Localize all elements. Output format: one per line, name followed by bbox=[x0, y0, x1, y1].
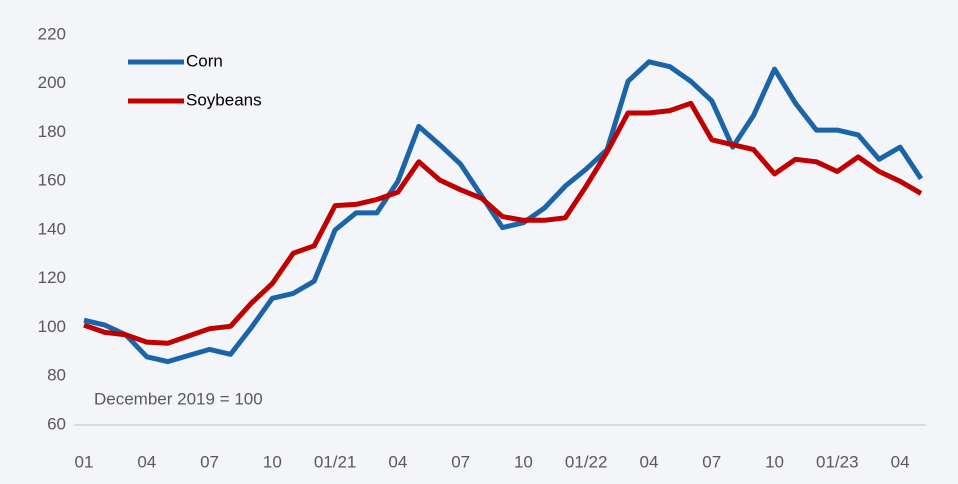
annotation: December 2019 = 100 bbox=[94, 389, 263, 408]
x-tick-label: 07 bbox=[451, 452, 470, 471]
x-tick-label: 10 bbox=[263, 452, 282, 471]
y-tick-label: 200 bbox=[38, 73, 66, 92]
x-tick-label: 04 bbox=[388, 452, 407, 471]
y-tick-label: 160 bbox=[38, 171, 66, 190]
y-tick-label: 100 bbox=[38, 317, 66, 336]
x-tick-label: 04 bbox=[640, 452, 659, 471]
x-tick-label: 04 bbox=[891, 452, 910, 471]
x-tick-label: 10 bbox=[514, 452, 533, 471]
y-tick-label: 180 bbox=[38, 122, 66, 141]
x-tick-label: 07 bbox=[702, 452, 721, 471]
x-tick-label: 01/23 bbox=[816, 452, 859, 471]
series-line bbox=[83, 100, 923, 346]
x-tick-label: 04 bbox=[137, 452, 156, 471]
series-line bbox=[83, 59, 924, 365]
y-tick-label: 140 bbox=[38, 219, 66, 238]
x-tick-label: 10 bbox=[765, 452, 784, 471]
y-tick-label: 60 bbox=[47, 414, 66, 433]
y-tick-label: 120 bbox=[38, 268, 66, 287]
x-tick-label: 01/22 bbox=[565, 452, 608, 471]
legend-label: Corn bbox=[186, 51, 223, 70]
y-tick-label: 80 bbox=[47, 366, 66, 385]
legend-label: Soybeans bbox=[186, 90, 262, 109]
y-tick-label: 220 bbox=[38, 24, 66, 43]
x-tick-label: 07 bbox=[200, 452, 219, 471]
x-tick-label: 01 bbox=[75, 452, 94, 471]
x-tick-label: 01/21 bbox=[314, 452, 357, 471]
